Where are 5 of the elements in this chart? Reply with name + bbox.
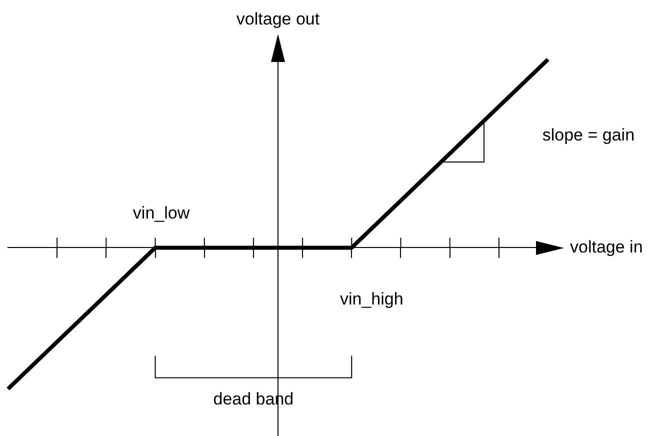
- annotation: vin_low: [132, 203, 190, 222]
- x-axis-title: voltage in: [570, 237, 643, 256]
- annotation: slope = gain: [542, 126, 635, 145]
- y-axis-title: voltage out: [236, 10, 320, 29]
- annotation: vin_high: [340, 289, 404, 308]
